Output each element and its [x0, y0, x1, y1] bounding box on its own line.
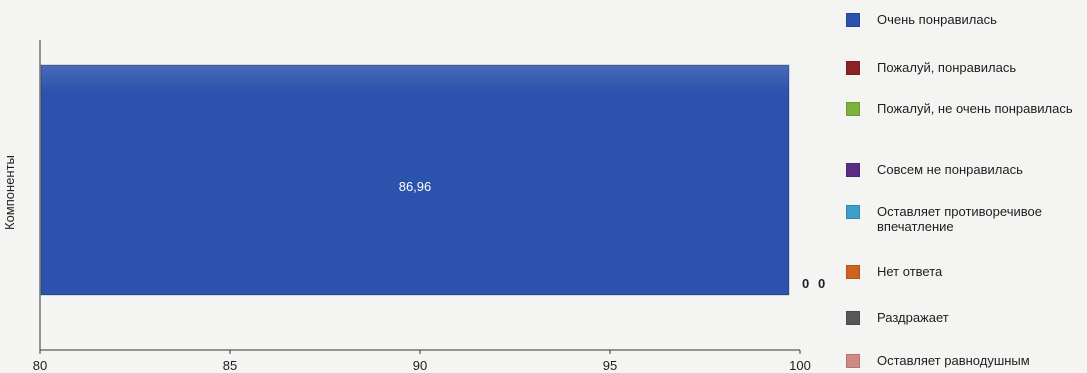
bar-segment-1 — [40, 64, 790, 296]
legend-label: Пожалуй, не очень понравилась — [877, 101, 1073, 116]
legend-label: Оставляет равнодушным — [877, 353, 1030, 368]
legend-item: Нет ответа — [846, 264, 1087, 279]
bar-labels: 86,965,433,231,092,171,0900 — [399, 179, 826, 291]
stacked-bar-chart: 86,965,433,231,092,171,0900 80 85 90 95 100 — [33, 40, 826, 373]
legend-swatch — [846, 265, 860, 279]
legend-swatch — [846, 163, 860, 177]
legend-label: Нет ответа — [877, 264, 943, 279]
legend-swatch — [846, 205, 860, 219]
legend-item: Оставляет равнодушным — [846, 353, 1087, 368]
legend-item: Совсем не понравилась — [846, 162, 1087, 177]
x-tick-label: 100 — [789, 358, 811, 373]
y-axis-label: Компоненты — [2, 155, 17, 230]
legend-item: Оставляет противоречивое впечатление — [846, 204, 1087, 234]
legend-swatch — [846, 13, 860, 27]
legend-label: Пожалуй, понравилась — [877, 60, 1017, 75]
legend-label: Очень понравилась — [877, 12, 997, 27]
legend-swatch — [846, 354, 860, 368]
legend-swatch — [846, 311, 860, 325]
legend-swatch — [846, 102, 860, 116]
zero-label-7: 0 — [802, 276, 809, 291]
legend-item: Раздражает — [846, 310, 1087, 325]
bar-label-1: 86,96 — [399, 179, 432, 194]
legend-label: Совсем не понравилась — [877, 162, 1023, 177]
zero-label-8: 0 — [818, 276, 825, 291]
legend-item: Пожалуй, не очень понравилась — [846, 101, 1087, 116]
legend-label: Раздражает — [877, 310, 949, 325]
legend-item: Пожалуй, понравилась — [846, 60, 1087, 75]
legend-swatch — [846, 61, 860, 75]
x-tick-label: 85 — [223, 358, 237, 373]
legend-label: Оставляет противоречивое впечатление — [877, 204, 1042, 234]
legend: Очень понравилась Пожалуй, понравилась Пож… — [846, 0, 1087, 373]
x-tick-label: 90 — [413, 358, 427, 373]
x-tick-label: 95 — [603, 358, 617, 373]
legend-item: Очень понравилась — [846, 12, 1087, 27]
x-ticks: 80 85 90 95 100 — [33, 350, 811, 373]
bars — [40, 64, 790, 296]
x-tick-label: 80 — [33, 358, 47, 373]
